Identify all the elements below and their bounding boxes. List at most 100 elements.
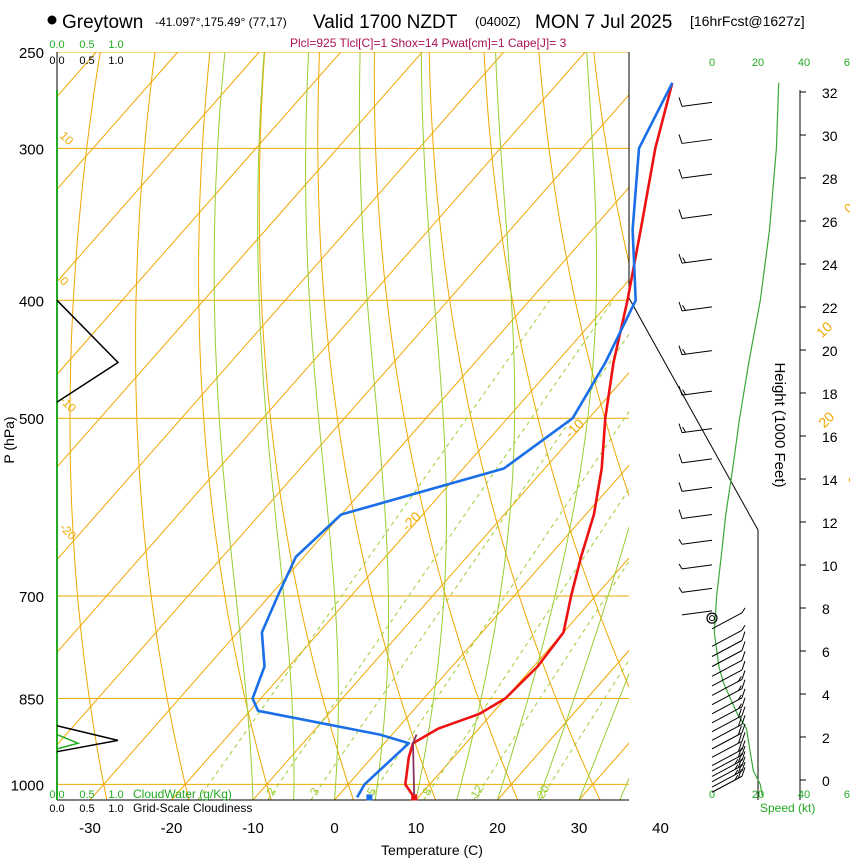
height-tick-label: 18 xyxy=(822,386,838,402)
isotherm-line xyxy=(497,649,629,800)
wind-barb-shaft xyxy=(681,587,713,593)
isotherm-label: 20 xyxy=(815,408,837,430)
height-tick-label: 12 xyxy=(822,515,838,531)
isotherm-edge-label: -20 xyxy=(57,521,79,543)
wind-barb xyxy=(678,168,713,179)
dry-adiabat-line xyxy=(135,52,190,800)
isotherm-line xyxy=(89,186,629,800)
wind-barb-shaft xyxy=(711,640,743,657)
wind-speed-top-tick: 40 xyxy=(798,57,810,69)
wind-barb-flag xyxy=(741,723,746,734)
wind-barb-flag xyxy=(741,706,746,716)
wind-barb-shaft xyxy=(711,706,743,724)
cloudiness-bottom-tick: 1.0 xyxy=(108,803,123,815)
wind-barb-shaft xyxy=(711,612,743,630)
isotherm-edge-label: 0 xyxy=(57,274,72,289)
wind-barb-shaft xyxy=(681,258,713,264)
cloudiness-profile-lower xyxy=(56,725,119,753)
wind-barb-flag xyxy=(741,660,746,671)
isotherm-line xyxy=(57,52,342,376)
wind-barb-shaft xyxy=(681,458,713,464)
wind-barb xyxy=(711,715,746,741)
wind-barb xyxy=(711,761,746,788)
wind-barb xyxy=(711,631,746,657)
moist-adiabat-line xyxy=(578,672,629,800)
cloud-water-profile xyxy=(56,733,81,750)
isotherm-line xyxy=(57,52,423,468)
wind-barb xyxy=(711,740,746,767)
cloud-water-top-tick: 0.0 xyxy=(49,39,64,51)
series-layer xyxy=(251,82,674,801)
temperature-line xyxy=(404,82,674,799)
dry-adiabat-line xyxy=(428,52,601,800)
temperature-tick-label: -20 xyxy=(161,820,183,837)
isotherm-edge-label: -10 xyxy=(57,393,79,415)
wind-barb-flag xyxy=(682,426,687,433)
temperature-tick-label: 10 xyxy=(408,820,425,837)
wind-barb-shaft xyxy=(711,765,743,783)
wind-barb-flag xyxy=(682,348,687,355)
height-tick-label: 20 xyxy=(822,343,838,359)
wind-barb-flag xyxy=(737,758,742,768)
wind-barb-flag xyxy=(737,725,742,735)
mixing-ratio-line xyxy=(473,560,629,800)
dry-adiabat-line xyxy=(69,52,108,800)
height-tick-label: 30 xyxy=(822,128,838,144)
wind-barb-shaft xyxy=(681,486,713,492)
moist-adiabat-line xyxy=(497,52,598,800)
wind-barb-shaft xyxy=(681,306,713,312)
wind-barb-flag xyxy=(737,734,742,744)
height-tick-label: 26 xyxy=(822,214,838,230)
isotherm-line xyxy=(57,52,586,654)
height-tick-label: 2 xyxy=(822,730,830,746)
wind-barb-flag xyxy=(734,769,739,776)
height-tick-label: 16 xyxy=(822,429,838,445)
wind-barb-shaft xyxy=(711,669,743,687)
wind-barb-flag xyxy=(678,509,683,519)
height-tick-label: 22 xyxy=(822,300,838,316)
isotherm-line xyxy=(57,52,260,283)
pressure-tick-label: 300 xyxy=(19,141,44,158)
wind-barb-flag xyxy=(737,694,742,701)
wind-barb xyxy=(678,482,713,492)
wind-barb-shaft xyxy=(681,213,713,219)
wind-barb xyxy=(711,641,746,667)
wind-barb-flag xyxy=(741,697,746,707)
temperature-tick-label: -30 xyxy=(79,820,101,837)
dry-adiabat-line xyxy=(593,52,629,266)
wind-barb-shaft xyxy=(711,770,743,788)
moist-adiabat-line xyxy=(415,52,447,800)
wind-barb-flag xyxy=(741,688,746,698)
mixing-ratio-line xyxy=(267,300,614,800)
height-tick-label: 28 xyxy=(822,171,838,187)
wind-barb-flag xyxy=(678,168,683,179)
cloud-water-label: CloudWater (g/Kg) xyxy=(133,787,232,801)
wind-barb xyxy=(711,723,746,750)
wind-barb-shaft xyxy=(681,173,713,179)
wind-barb-flag xyxy=(741,756,746,766)
height-tick-label: 6 xyxy=(822,644,830,660)
wind-barb xyxy=(681,610,713,616)
height-tick-label: 4 xyxy=(822,687,830,703)
dry-adiabat-line xyxy=(649,52,850,800)
wind-barb-shaft xyxy=(711,688,743,706)
wind-barb-flag xyxy=(741,607,746,614)
pressure-tick-label: 400 xyxy=(19,293,44,310)
wind-barb-shaft xyxy=(711,754,743,772)
grid-layer xyxy=(57,52,850,800)
mixing-ratio-line xyxy=(539,659,629,800)
pressure-tick-label: 700 xyxy=(19,589,44,606)
valid-time: Valid 1700 NZDT xyxy=(313,12,458,33)
wind-barb xyxy=(711,751,746,777)
wind-barb-flag xyxy=(734,764,739,770)
cloud-water-bottom-tick: 0.0 xyxy=(49,789,64,801)
dry-adiabat-line xyxy=(483,52,629,689)
wind-barb-flag xyxy=(678,253,683,264)
wind-barb xyxy=(711,697,746,724)
wind-barb-shaft xyxy=(711,723,743,741)
wind-barb xyxy=(711,756,746,783)
wind-barb-flag xyxy=(737,676,742,682)
dry-adiabat-line xyxy=(198,52,272,800)
isotherm-line xyxy=(57,52,179,190)
